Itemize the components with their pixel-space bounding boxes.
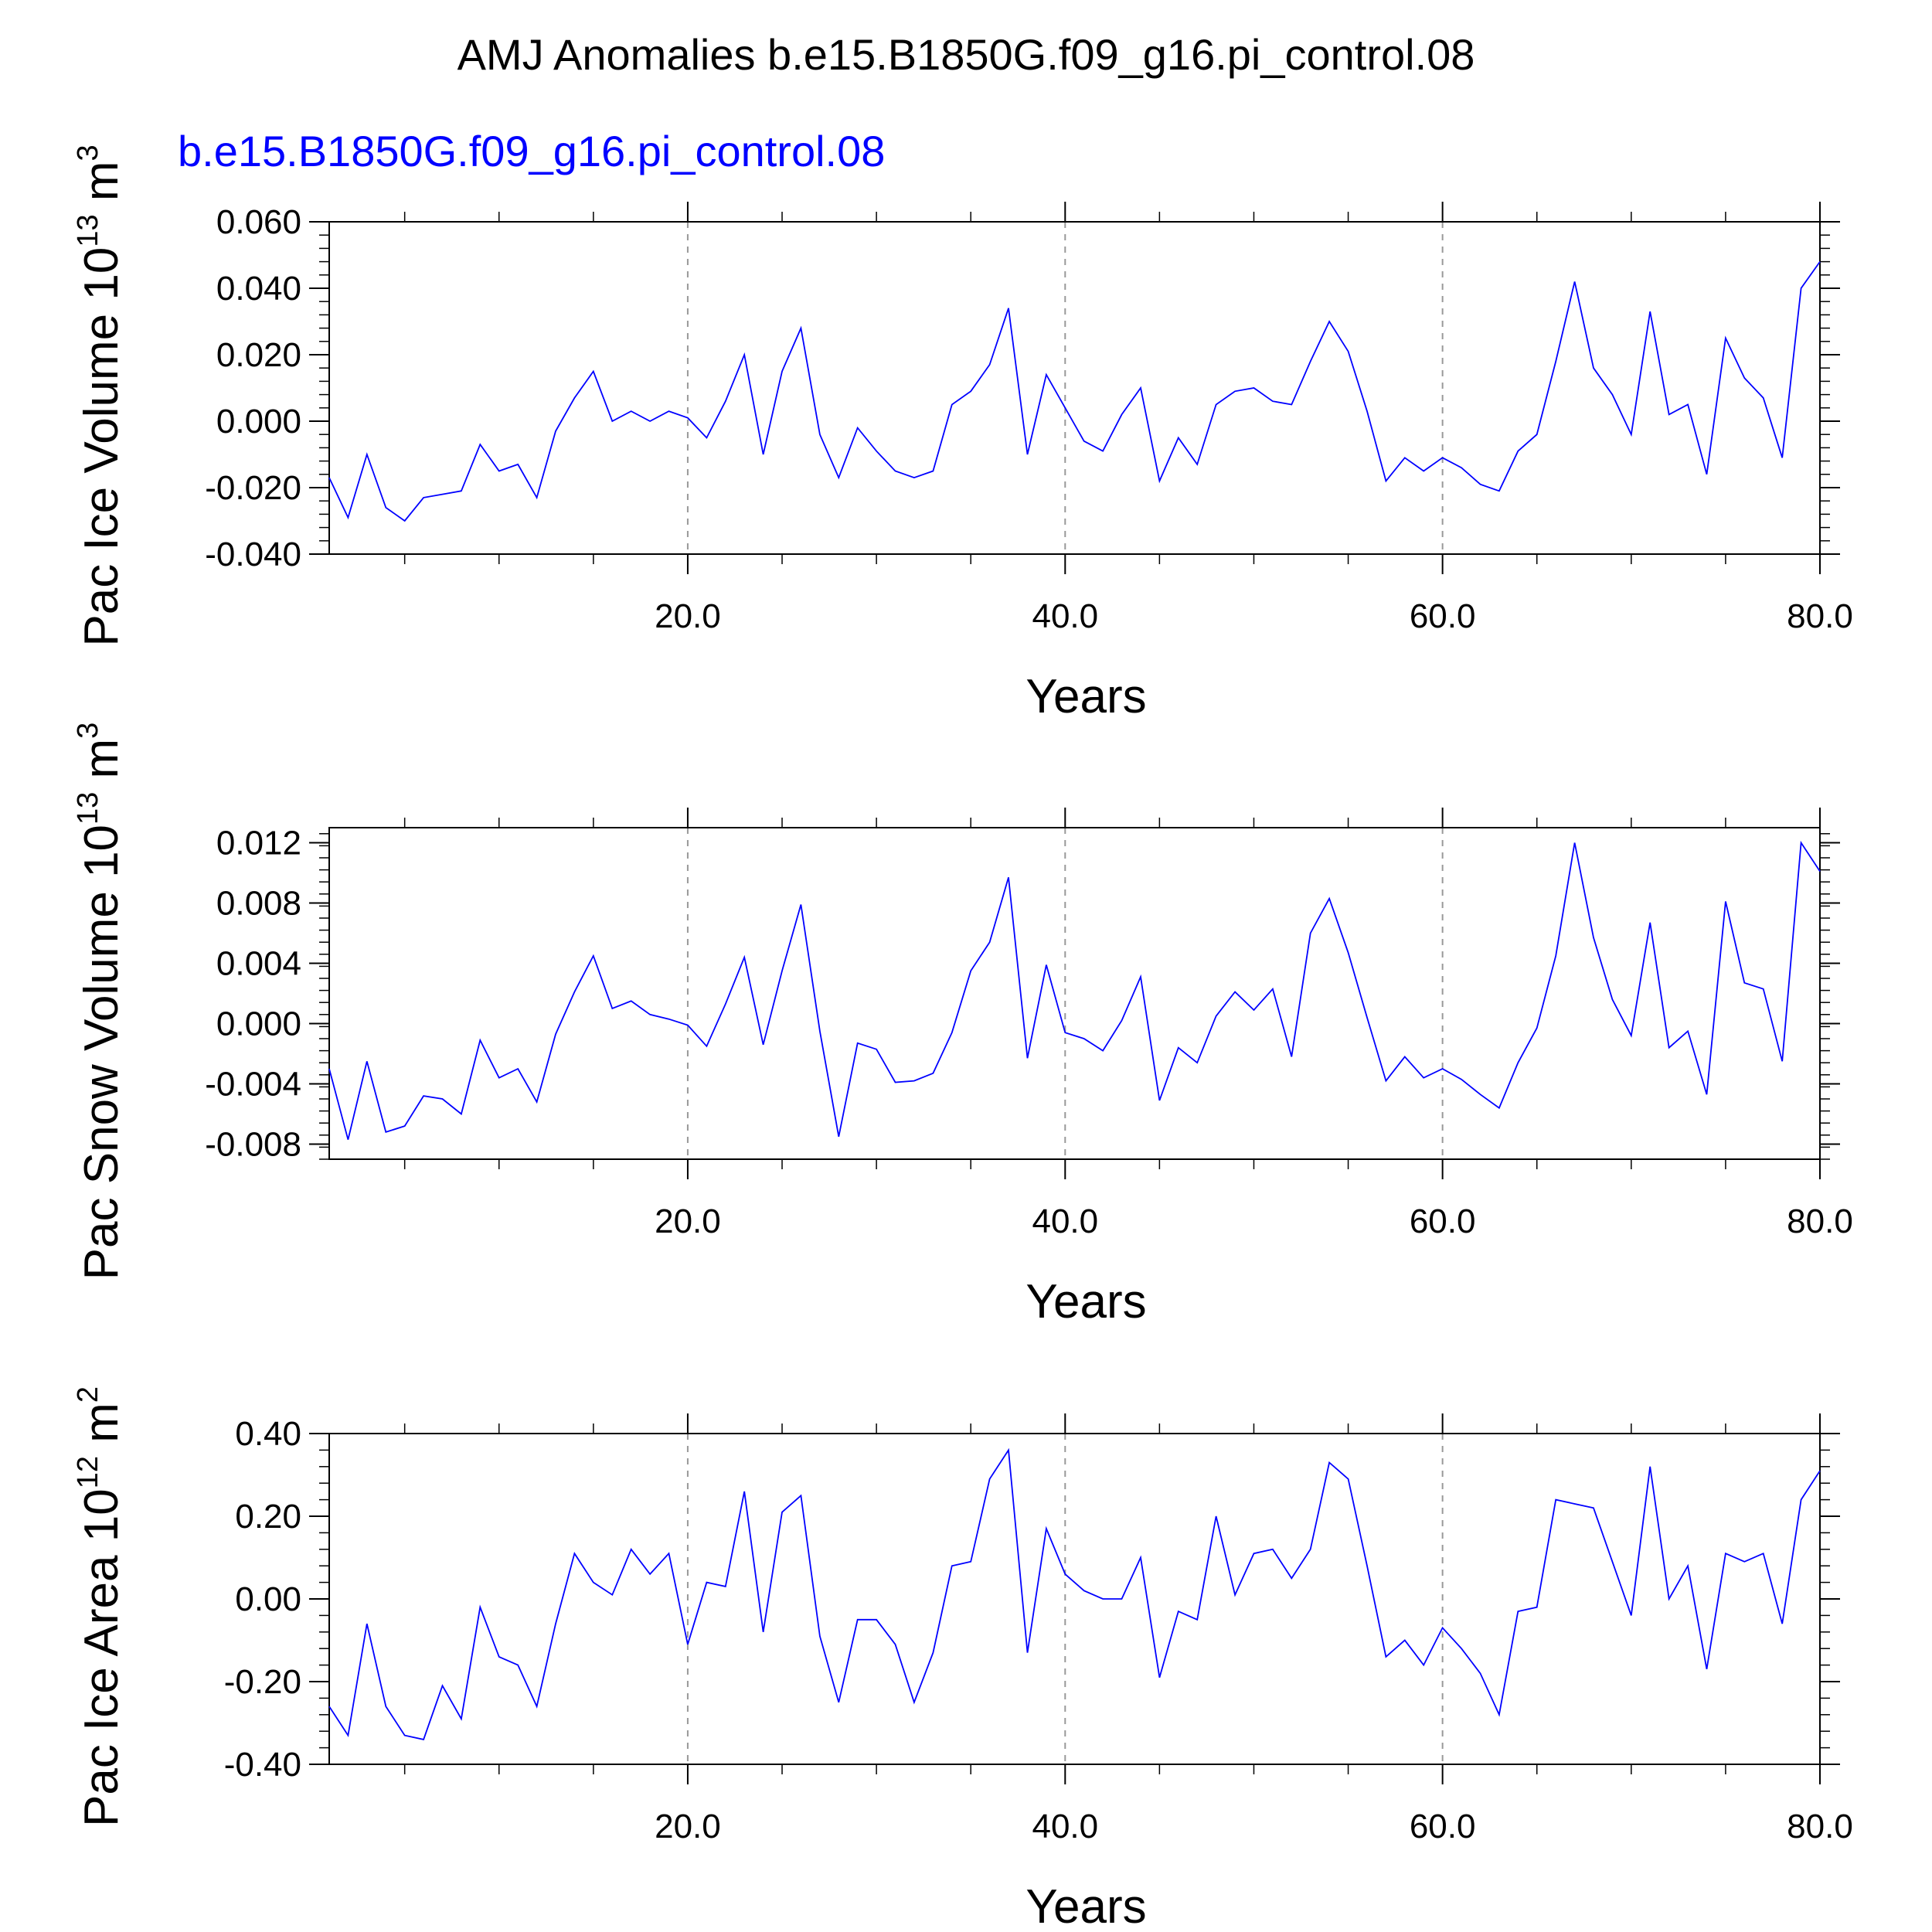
x-tick-label: 60.0 <box>1410 1808 1476 1845</box>
chart-panel-3: -0.40 -0.20 0.00 0.20 0.40 20.0 40.0 60.0 80.0 Ye… <box>72 1386 1853 1932</box>
series-line <box>328 840 1821 1140</box>
y-tick-label: -0.40 <box>224 1746 301 1784</box>
y-tick-label: 0.40 <box>235 1415 301 1453</box>
y-axis-label: Pac Ice Volume 1013 m3 <box>72 145 128 646</box>
x-tick-label: 60.0 <box>1410 1202 1476 1240</box>
x-tick-label: 80.0 <box>1787 1808 1853 1845</box>
y-axis-label: Pac Ice Area 1012 m2 <box>72 1386 128 1827</box>
x-tick-label: 80.0 <box>1787 1202 1853 1240</box>
series-line <box>328 261 1821 522</box>
y-tick-label: 0.004 <box>216 945 301 983</box>
y-tick-label: -0.20 <box>224 1663 301 1701</box>
y-tick-label: 0.000 <box>216 1005 301 1043</box>
figure-title: AMJ Anomalies b.e15.B1850G.f09_g16.pi_co… <box>457 30 1475 79</box>
y-axis-label: Pac Snow Volume 1013 m3 <box>72 723 128 1281</box>
y-tick-label: 0.060 <box>216 203 301 241</box>
plot-frame <box>328 221 1821 555</box>
y-tick-label: -0.008 <box>205 1126 301 1164</box>
chart-panel-2: -0.008 -0.004 0.000 0.004 0.008 0.012 20.0 40.0… <box>72 723 1853 1328</box>
y-tick-label: 0.012 <box>216 825 301 862</box>
panels: -0.040 -0.020 0.000 0.020 0.040 0.060 20.0 40.0… <box>72 145 1853 1932</box>
x-tick-label: 20.0 <box>655 1202 721 1240</box>
y-tick-label: -0.040 <box>205 536 301 573</box>
plot-frame <box>328 827 1821 1160</box>
y-tick-label: 0.040 <box>216 270 301 308</box>
plot-frame <box>328 1433 1821 1765</box>
x-axis-label: Years <box>1026 1880 1146 1932</box>
x-tick-label: 20.0 <box>655 1808 721 1845</box>
y-tick-label: -0.020 <box>205 469 301 507</box>
x-axis-label: Years <box>1026 1275 1146 1328</box>
x-tick-label: 40.0 <box>1032 597 1098 635</box>
x-tick-label: 20.0 <box>655 597 721 635</box>
x-axis-label: Years <box>1026 670 1146 723</box>
x-tick-label: 40.0 <box>1032 1202 1098 1240</box>
y-tick-label: 0.20 <box>235 1498 301 1536</box>
y-tick-label: -0.004 <box>205 1066 301 1104</box>
x-tick-label: 40.0 <box>1032 1808 1098 1845</box>
series-line <box>328 1447 1821 1740</box>
y-tick-label: 0.00 <box>235 1580 301 1618</box>
figure-subtitle: b.e15.B1850G.f09_g16.pi_control.08 <box>178 127 885 175</box>
y-tick-label: 0.000 <box>216 403 301 440</box>
y-tick-label: 0.020 <box>216 336 301 374</box>
x-tick-label: 80.0 <box>1787 597 1853 635</box>
chart-panel-1: -0.040 -0.020 0.000 0.020 0.040 0.060 20.0 40.0… <box>72 145 1853 723</box>
x-tick-label: 60.0 <box>1410 597 1476 635</box>
y-tick-label: 0.008 <box>216 885 301 923</box>
